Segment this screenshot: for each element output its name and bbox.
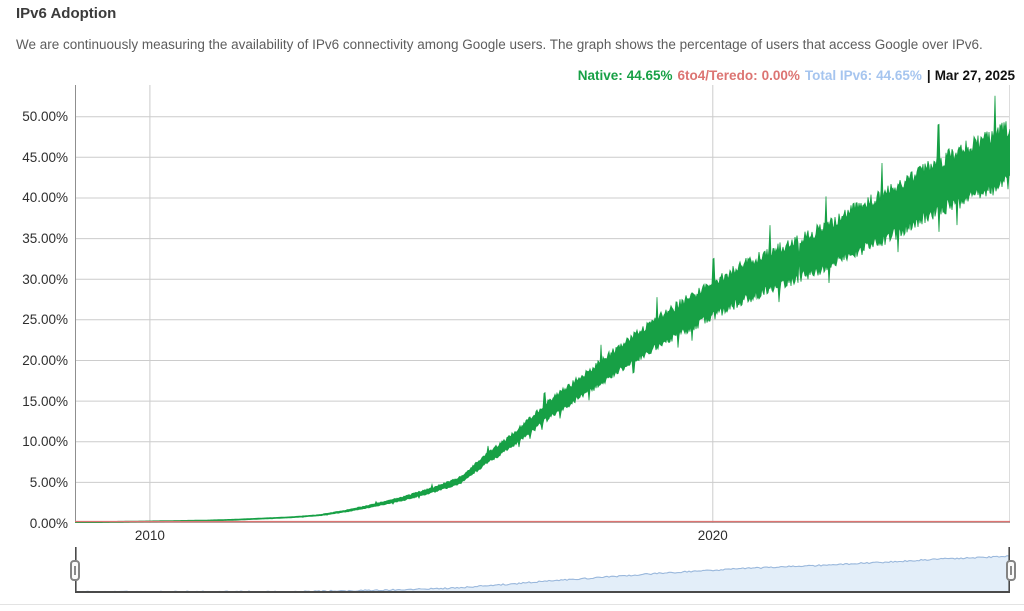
chart-legend: Native: 44.65% 6to4/Teredo: 0.00% Total … bbox=[578, 68, 1015, 83]
y-tick-label: 15.00% bbox=[22, 393, 68, 409]
drag-grip-icon bbox=[1010, 566, 1012, 575]
range-selector-left-handle[interactable] bbox=[70, 560, 80, 581]
legend-native-value: 44.65% bbox=[626, 68, 673, 83]
legend-6to4-teredo-label: 6to4/Teredo: bbox=[677, 68, 758, 83]
legend-total-ipv6-value: 44.65% bbox=[876, 68, 922, 83]
range-selector-mini-chart[interactable] bbox=[74, 547, 1011, 593]
legend-date: | Mar 27, 2025 bbox=[927, 68, 1015, 83]
x-tick-label: 2020 bbox=[697, 528, 728, 543]
native-series-band[interactable] bbox=[75, 95, 1010, 523]
y-tick-label: 25.00% bbox=[22, 312, 68, 328]
main-chart-area[interactable] bbox=[75, 85, 1010, 523]
page-description: We are continuously measuring the availa… bbox=[16, 37, 983, 52]
page-title: IPv6 Adoption bbox=[16, 5, 117, 22]
x-tick-label: 2010 bbox=[134, 528, 165, 543]
legend-native-label: Native: bbox=[577, 68, 623, 83]
main-chart-svg[interactable] bbox=[75, 85, 1010, 523]
range-selector-right-handle[interactable] bbox=[1006, 560, 1016, 581]
legend-6to4-teredo-value: 0.00% bbox=[761, 68, 800, 83]
drag-grip-icon bbox=[74, 566, 76, 575]
legend-date-separator: | bbox=[926, 68, 931, 83]
bottom-divider bbox=[0, 604, 1024, 605]
range-selector[interactable] bbox=[70, 547, 1016, 593]
mini-chart-fill bbox=[75, 555, 1010, 592]
y-tick-label: 5.00% bbox=[29, 474, 68, 490]
y-tick-label: 45.00% bbox=[22, 149, 68, 165]
legend-total-ipv6: Total IPv6: 44.65% bbox=[805, 68, 922, 83]
legend-6to4-teredo: 6to4/Teredo: 0.00% bbox=[678, 68, 800, 83]
y-tick-label: 35.00% bbox=[22, 231, 68, 247]
legend-native: Native: 44.65% bbox=[578, 68, 673, 83]
y-tick-label: 50.00% bbox=[22, 109, 68, 125]
legend-date-value: Mar 27, 2025 bbox=[934, 68, 1015, 83]
y-tick-label: 20.00% bbox=[22, 352, 68, 368]
y-tick-label: 10.00% bbox=[22, 434, 68, 450]
y-tick-label: 30.00% bbox=[22, 271, 68, 287]
y-tick-label: 40.00% bbox=[22, 190, 68, 206]
legend-total-ipv6-label: Total IPv6: bbox=[804, 68, 873, 83]
y-tick-label: 0.00% bbox=[29, 515, 68, 531]
